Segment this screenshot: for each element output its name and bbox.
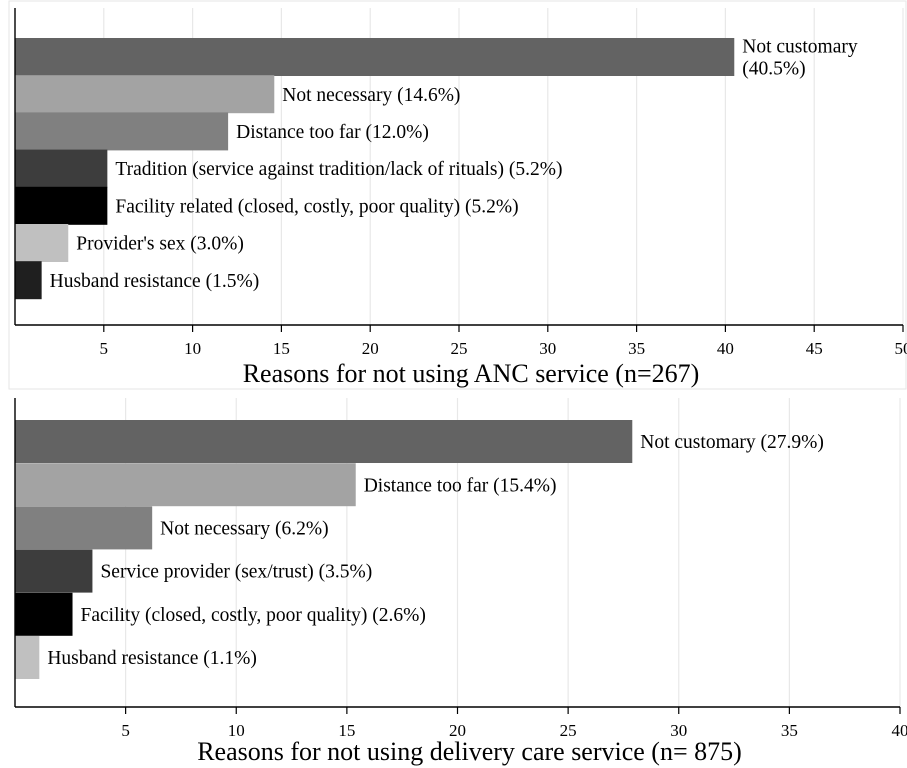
x-tick-label: 5 [100, 339, 109, 358]
bar [15, 463, 356, 507]
anc-chart-panel: Not customary(40.5%) Not necessary (14.6%… [8, 0, 907, 390]
x-tick-label: 30 [670, 721, 687, 740]
x-tick-label: 25 [451, 339, 468, 358]
bar [15, 261, 42, 300]
x-tick-label: 20 [362, 339, 379, 358]
bar [15, 38, 735, 76]
bar [15, 224, 69, 262]
x-tick-label: 15 [338, 721, 355, 740]
delivery-chart-panel: Not customary (27.9%) Distance too far (1… [14, 398, 907, 766]
data-label: Not necessary (14.6%) [282, 85, 460, 106]
data-label: Provider's sex (3.0%) [76, 234, 244, 255]
data-label: Facility related (closed, costly, poor q… [115, 196, 518, 217]
data-label: Service provider (sex/trust) (3.5%) [100, 562, 372, 583]
x-tick-label: 50 [895, 339, 907, 358]
x-tick-label: 25 [560, 721, 577, 740]
x-tick-label: 35 [628, 339, 645, 358]
bar [15, 112, 229, 151]
x-tick-label: 10 [228, 721, 245, 740]
data-label: Not necessary (6.2%) [160, 519, 328, 540]
x-tick-label: 40 [892, 721, 907, 740]
x-tick-label: 45 [806, 339, 823, 358]
data-label: Distance too far (12.0%) [236, 122, 429, 143]
bar [15, 186, 108, 225]
data-label: (40.5%) [742, 59, 805, 80]
x-axis-title: Reasons for not using ANC service (n=267… [243, 359, 700, 388]
data-label: Facility (closed, costly, poor quality) … [81, 605, 426, 626]
data-label: Not customary (27.9%) [640, 432, 824, 453]
data-label: Tradition (service against tradition/lac… [115, 159, 562, 180]
bar [15, 636, 40, 679]
bar [15, 149, 108, 188]
bar [15, 75, 275, 114]
bar [15, 420, 633, 463]
bar [15, 506, 153, 550]
x-tick-label: 35 [781, 721, 798, 740]
x-tick-label: 40 [717, 339, 734, 358]
data-label: Husband resistance (1.1%) [47, 648, 257, 669]
data-label: Husband resistance (1.5%) [50, 271, 260, 292]
x-axis-title: Reasons for not using delivery care serv… [197, 737, 742, 766]
bar [15, 549, 93, 593]
x-tick-label: 15 [273, 339, 290, 358]
x-tick-label: 20 [449, 721, 466, 740]
x-tick-label: 10 [184, 339, 201, 358]
chart-frame [8, 0, 907, 390]
bar [15, 592, 73, 636]
x-tick-label: 5 [121, 721, 130, 740]
data-label: Not customary [742, 37, 858, 58]
data-label: Distance too far (15.4%) [364, 475, 557, 496]
x-tick-label: 30 [539, 339, 556, 358]
